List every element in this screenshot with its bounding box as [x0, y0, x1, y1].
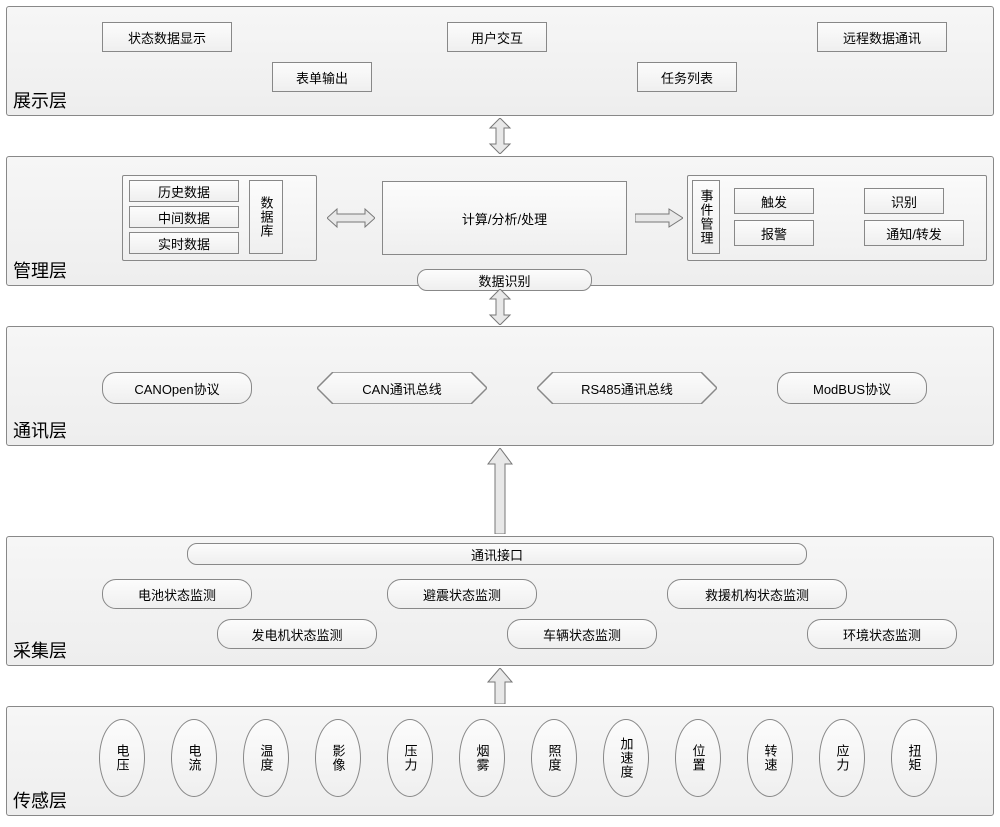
sensor-label-6: 照度 — [545, 744, 564, 772]
diagram-canvas: 展示层 状态数据显示 用户交互 远程数据通讯 表单输出 任务列表 管理层 历史数… — [6, 6, 994, 821]
layer-comm-label: 通讯层 — [13, 417, 67, 443]
display-task: 任务列表 — [637, 62, 737, 92]
comm-canbus-label: CAN通讯总线 — [362, 379, 441, 398]
collect-battery: 电池状态监测 — [102, 579, 252, 609]
sensor-10: 应力 — [819, 719, 865, 797]
layer-manage: 管理层 历史数据 中间数据 实时数据 数据库 计算/分析/处理 事件管理 触发 … — [6, 156, 994, 286]
sensor-label-8: 位置 — [689, 744, 708, 772]
sensor-label-11: 扭矩 — [905, 744, 924, 772]
sensor-label-5: 烟雾 — [473, 744, 492, 772]
sensor-9: 转速 — [747, 719, 793, 797]
display-form: 表单输出 — [272, 62, 372, 92]
layer-comm: 通讯层 CANOpen协议 CAN通讯总线 RS485通讯总线 ModBUS协议 — [6, 326, 994, 446]
manage-db-group: 历史数据 中间数据 实时数据 数据库 — [122, 175, 317, 261]
sensor-label-1: 电流 — [185, 744, 204, 772]
layer-sense: 传感层 电压 电流 温度 影像 压力 烟雾 照度 加速度 位置 转速 应力 扭矩 — [6, 706, 994, 816]
comm-rs485-label: RS485通讯总线 — [581, 379, 673, 398]
sensor-5: 烟雾 — [459, 719, 505, 797]
arrow-manage-comm — [482, 289, 518, 325]
manage-event-recog: 识别 — [864, 188, 944, 214]
arrow-display-manage — [482, 118, 518, 154]
sensor-label-2: 温度 — [257, 744, 276, 772]
sensor-label-0: 电压 — [113, 744, 132, 772]
manage-db-hist: 历史数据 — [129, 180, 239, 202]
sensor-7: 加速度 — [603, 719, 649, 797]
comm-rs485: RS485通讯总线 — [537, 372, 717, 404]
collect-interface: 通讯接口 — [187, 543, 807, 565]
sensor-3: 影像 — [315, 719, 361, 797]
manage-event-label: 事件管理 — [692, 180, 720, 254]
sensor-label-9: 转速 — [761, 744, 780, 772]
sensor-label-4: 压力 — [401, 744, 420, 772]
comm-canopen: CANOpen协议 — [102, 372, 252, 404]
layer-display: 展示层 状态数据显示 用户交互 远程数据通讯 表单输出 任务列表 — [6, 6, 994, 116]
sensor-6: 照度 — [531, 719, 577, 797]
sensor-0: 电压 — [99, 719, 145, 797]
arrow-db-compute — [327, 207, 375, 229]
collect-seismic: 避震状态监测 — [387, 579, 537, 609]
manage-event-label-text: 事件管理 — [697, 189, 716, 245]
collect-env: 环境状态监测 — [807, 619, 957, 649]
sensor-label-7: 加速度 — [617, 737, 636, 779]
manage-event-group: 事件管理 触发 报警 识别 通知/转发 — [687, 175, 987, 261]
comm-canbus: CAN通讯总线 — [317, 372, 487, 404]
collect-vehicle: 车辆状态监测 — [507, 619, 657, 649]
manage-event-notify: 通知/转发 — [864, 220, 964, 246]
manage-db-rt: 实时数据 — [129, 232, 239, 254]
layer-sense-label: 传感层 — [13, 787, 67, 813]
manage-db-label-text: 数据库 — [257, 196, 276, 238]
display-remote: 远程数据通讯 — [817, 22, 947, 52]
manage-event-alarm: 报警 — [734, 220, 814, 246]
collect-rescue: 救援机构状态监测 — [667, 579, 847, 609]
sensor-label-3: 影像 — [329, 744, 348, 772]
layer-collect: 采集层 通讯接口 电池状态监测 发电机状态监测 避震状态监测 车辆状态监测 救援… — [6, 536, 994, 666]
layer-manage-label: 管理层 — [13, 257, 67, 283]
sensor-11: 扭矩 — [891, 719, 937, 797]
collect-generator: 发电机状态监测 — [217, 619, 377, 649]
manage-db-mid: 中间数据 — [129, 206, 239, 228]
layer-collect-label: 采集层 — [13, 637, 67, 663]
layer-display-label: 展示层 — [13, 87, 67, 113]
manage-event-trigger: 触发 — [734, 188, 814, 214]
sensor-1: 电流 — [171, 719, 217, 797]
sensor-4: 压力 — [387, 719, 433, 797]
display-interact: 用户交互 — [447, 22, 547, 52]
manage-data-recog: 数据识别 — [417, 269, 592, 291]
manage-compute: 计算/分析/处理 — [382, 181, 627, 255]
sensor-8: 位置 — [675, 719, 721, 797]
arrow-sense-collect — [482, 668, 518, 704]
arrow-collect-comm — [482, 448, 518, 534]
sensor-2: 温度 — [243, 719, 289, 797]
arrow-compute-event — [635, 207, 683, 229]
manage-db-label: 数据库 — [249, 180, 283, 254]
sensor-label-10: 应力 — [833, 744, 852, 772]
display-status: 状态数据显示 — [102, 22, 232, 52]
comm-modbus: ModBUS协议 — [777, 372, 927, 404]
